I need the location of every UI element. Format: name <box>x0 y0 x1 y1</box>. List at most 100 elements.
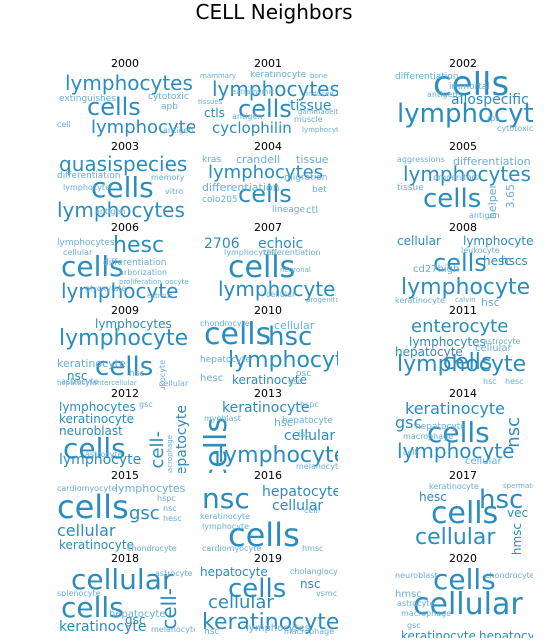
cloud-word: antigens <box>427 90 462 99</box>
wordcloud: enterocyte lymphocytes hepatocyte lymphocyt… <box>393 318 533 390</box>
cloud-word: cells <box>57 488 129 526</box>
cloud-word: nsc <box>202 483 250 515</box>
cloud-word: lymphocytes <box>224 248 276 257</box>
cloud-word: cytotoxic <box>497 124 533 133</box>
figure-title: CELL Neighbors <box>195 0 353 24</box>
cloud-word: intercellular <box>95 379 137 387</box>
cloud-word: astrocyte <box>61 377 99 386</box>
cloud-word: cells <box>61 250 124 283</box>
cloud-word: lymphocytes <box>95 318 172 331</box>
cloud-word: mammary <box>200 72 237 80</box>
cloud-word: differentiation <box>453 155 531 168</box>
cloud-word: cellular <box>71 566 174 596</box>
cloud-word: hscs <box>501 254 528 268</box>
wordcloud-panel-2015: 2015 lymphocytes cells gsc cellular keratinoc… <box>55 470 195 555</box>
cloud-word: migration <box>284 173 328 183</box>
wordcloud: lymphocytes cells cyclophilin tissue ctls ker… <box>198 71 338 143</box>
cloud-word: extrathymic <box>232 88 275 96</box>
cloud-word: lymphocytes <box>115 483 186 495</box>
cloud-word: lymphocyte <box>401 275 531 300</box>
cloud-word: vsmc <box>316 589 338 598</box>
cloud-word: gsc <box>139 401 153 409</box>
cloud-word: lymphocyte <box>61 279 179 303</box>
cloud-word: gsc <box>125 613 146 627</box>
wordcloud: cellshsclymphocyte cellular chondrocyte hep… <box>198 318 338 390</box>
panel-year-label: 2003 <box>111 140 139 153</box>
panel-year-label: 2008 <box>449 221 477 234</box>
cloud-word: cardiomyocyte <box>202 544 262 553</box>
cloud-word: lymphocyte <box>202 522 249 531</box>
cloud-word: hsc <box>204 627 220 637</box>
cloud-word: lymphocyte <box>397 352 527 377</box>
cloud-word: keratinocyte <box>59 619 147 635</box>
cloud-word: progenitors <box>306 296 338 304</box>
panel-year-label: 2011 <box>449 304 477 317</box>
cloud-word: 2706 <box>204 236 240 252</box>
cloud-word: cellular <box>208 592 274 613</box>
wordcloud-panel-2010: 2010cellshsclymphocyte cellular chondrocyt… <box>198 305 338 390</box>
panel-year-label: 2006 <box>111 221 139 234</box>
cloud-word: differentiation <box>202 181 280 194</box>
cloud-word: keratinocyte <box>222 401 310 416</box>
cloud-word: neuroblast <box>59 424 123 438</box>
cloud-word: tissue <box>397 183 424 193</box>
cloud-word: cd27high <box>413 264 460 275</box>
cloud-word: calvin <box>455 296 476 304</box>
cloud-word: cellular <box>413 587 523 622</box>
cloud-word: cells <box>433 566 496 596</box>
cloud-word: cellular <box>159 379 189 388</box>
cloud-word: splenocyte <box>57 589 101 598</box>
cloud-word: lymphocyte <box>59 452 142 468</box>
cloud-word: lymphocytes <box>212 77 338 101</box>
wordcloud-panel-2019: 2019 hepatocyte cells nsc cellular keratinocy… <box>198 553 338 638</box>
cloud-word: cellular <box>475 343 512 354</box>
wordcloud-panel-2013: 2013 keratinocyte cells lymphocyte hsc cellul… <box>198 388 338 474</box>
cloud-word: echoic <box>258 236 304 252</box>
cloud-word: astrocyte <box>397 599 435 608</box>
cloud-word: keratinocyte <box>429 483 479 491</box>
cloud-word: hsc <box>274 416 293 429</box>
cloud-word: macrophage <box>401 609 452 618</box>
cloud-word: keratinocyte <box>59 538 134 552</box>
cloud-word: bet <box>312 185 327 195</box>
cloud-word: tissue <box>290 98 332 114</box>
wordcloud-panel-2005: 2005 lymphocytes cells differentiation aggre… <box>393 141 533 226</box>
wordcloud-panel-2011: 2011 enterocyte lymphocytes hepatocyte lymph… <box>393 305 533 390</box>
cloud-word: cells <box>91 171 154 204</box>
cloud-word: macrophage <box>166 435 174 473</box>
cloud-word: hspc <box>300 401 319 409</box>
wordcloud: hepatocyte cells nsc cellular keratinocyte ch… <box>198 566 338 638</box>
wordcloud: cells cellular neuroblast chondrocyte hmsc as… <box>393 566 533 638</box>
panel-year-label: 2000 <box>111 57 139 70</box>
cloud-word: hepatocyte <box>109 609 166 620</box>
panel-year-label: 2014 <box>449 387 477 400</box>
cloud-word: cellular <box>57 521 116 540</box>
cloud-word: hspc <box>157 494 176 503</box>
wordcloud-panel-2009: 2009 lymphocytes lymphocyte cells keratinocy… <box>55 305 195 391</box>
wordcloud: nsc hepatocyte cells cellular keratinocyte ly… <box>198 483 338 555</box>
cloud-word: cells <box>423 184 482 214</box>
cloud-word: macrophage <box>284 627 335 636</box>
cloud-word: induced <box>306 90 334 98</box>
panel-year-label: 2007 <box>254 221 282 234</box>
cloud-word: memory <box>151 173 185 182</box>
cloud-word: proliferation <box>119 278 162 286</box>
wordcloud: 2706 echoic cells lymphocyte lymphocytes diff… <box>198 235 338 307</box>
cloud-word: cholangiocyte <box>290 567 338 576</box>
panel-year-label: 2004 <box>254 140 282 153</box>
cloud-word: gsc <box>395 413 423 432</box>
cloud-word: lineage <box>272 205 306 215</box>
panel-year-label: 2020 <box>449 552 477 565</box>
cloud-word: lymphocyte <box>218 443 338 468</box>
cloud-word: chondrocyte <box>200 319 250 328</box>
cloud-word: vitro <box>165 187 184 196</box>
cloud-word: hmsc <box>395 589 422 600</box>
cloud-word: myoblast <box>204 414 241 423</box>
cloud-word: lymphocytes <box>463 235 533 248</box>
panel-year-label: 2017 <box>449 469 477 482</box>
cloud-word: differentiation <box>264 248 321 257</box>
cloud-word: cells <box>238 180 292 208</box>
cloud-word: ctls <box>204 106 225 120</box>
cloud-word: osc <box>296 369 312 379</box>
